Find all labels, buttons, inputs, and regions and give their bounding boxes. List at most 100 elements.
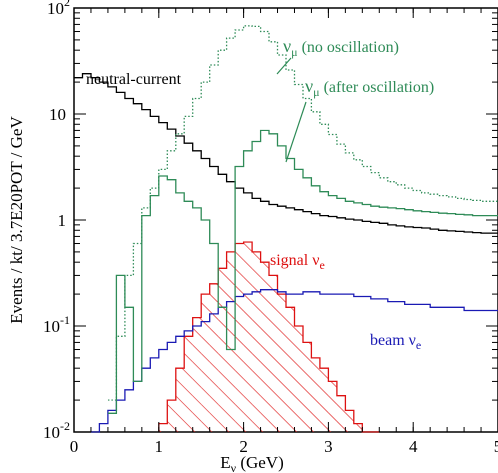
neutral-current-bin	[167, 129, 176, 432]
ann-numu-noosc: νμ (no oscillation)	[283, 36, 399, 59]
no-oscillation-bin	[413, 191, 422, 433]
neutral-current-bin	[91, 78, 100, 432]
beam-e-bin	[159, 350, 168, 433]
signal-e-bin	[243, 242, 253, 432]
signal-e-bin	[235, 243, 244, 432]
after-oscillation-bin	[388, 208, 397, 432]
beam-e-bin	[150, 358, 159, 432]
ann-nc: neutral-current	[86, 71, 182, 88]
no-oscillation-bin	[439, 196, 448, 432]
signal-e-bin	[218, 268, 227, 432]
neutral-current-bin	[150, 116, 159, 432]
signal-e-bin	[277, 294, 286, 432]
neutral-current-bin	[405, 227, 414, 432]
after-oscillation-bin	[142, 216, 151, 432]
no-oscillation-bin	[362, 167, 371, 433]
after-oscillation-bin	[396, 209, 405, 432]
after-oscillation-bin	[439, 213, 448, 432]
beam-e-bin	[456, 307, 465, 432]
signal-e-bin	[319, 368, 329, 432]
signal-e-bin	[294, 326, 303, 432]
after-oscillation-bin	[159, 176, 168, 432]
signal-e-bin	[175, 368, 185, 432]
no-oscillation-bin	[167, 151, 176, 432]
neutral-current-bin	[422, 228, 431, 432]
beam-e-bin	[464, 311, 473, 433]
neutral-current-bin	[430, 229, 439, 432]
beam-e-bin	[447, 307, 456, 432]
after-oscillation-bin	[167, 180, 176, 432]
neutral-current-bin	[125, 99, 133, 433]
no-oscillation-bin	[473, 200, 482, 432]
beam-e-bin	[422, 304, 431, 432]
neutral-current-bin	[354, 220, 363, 432]
neutral-current-series	[74, 74, 498, 432]
ann-numu-osc: νμ (after oscillation)	[305, 76, 434, 99]
neutral-current-bin	[83, 74, 92, 432]
y-tick-label: 10-2	[43, 419, 70, 442]
beam-e-bin	[388, 302, 397, 432]
no-oscillation-bin	[447, 197, 456, 432]
signal-e-bin	[167, 400, 176, 432]
signal-e-bin	[328, 381, 337, 432]
after-oscillation-bin	[473, 216, 482, 432]
no-oscillation-bin	[116, 336, 125, 432]
after-oscillation-bin	[430, 212, 439, 432]
ann-numu-noosc-pointer	[276, 57, 292, 75]
beam-e-bin	[379, 299, 388, 432]
neutral-current-bin	[490, 233, 498, 432]
neutral-current-line	[74, 74, 498, 234]
y-tick-label: 10-1	[43, 313, 70, 336]
signal-e-bin	[345, 410, 354, 432]
after-oscillation-bin	[405, 210, 414, 432]
signal-e-bin	[192, 317, 202, 432]
x-axis-label-sub: ν	[231, 461, 237, 473]
after-oscillation-bin	[464, 215, 473, 432]
x-tick-label: 0	[70, 437, 79, 456]
no-oscillation-bin	[142, 208, 151, 432]
no-oscillation-bin	[345, 153, 354, 432]
neutral-current-bin	[345, 219, 354, 432]
ann-numu-osc-pointer	[285, 101, 307, 163]
signal-e-bin	[209, 283, 219, 432]
after-oscillation-bin	[490, 216, 498, 432]
y-tick-label: 102	[47, 0, 70, 18]
neutral-current-bin	[388, 225, 397, 432]
beam-e-bin	[125, 390, 133, 432]
after-oscillation-bin	[456, 214, 465, 432]
no-oscillation-bin	[422, 193, 431, 432]
signal-e-bin	[353, 423, 363, 432]
neutral-current-bin	[456, 231, 465, 432]
x-tick-label: 4	[409, 437, 418, 456]
y-axis-label: Events / kt/ 3.7E20POT / GeV	[7, 116, 26, 324]
after-oscillation-bin	[481, 216, 490, 432]
signal-e-bin	[201, 294, 210, 432]
signal-e-bin	[269, 275, 278, 432]
no-oscillation-bin	[464, 200, 473, 433]
after-oscillation-bin	[116, 275, 125, 432]
no-oscillation-bin	[108, 400, 117, 432]
x-tick-label: 3	[324, 437, 333, 456]
neutral-current-bin	[362, 221, 371, 432]
neutral-current-bin	[142, 110, 151, 432]
signal-e-bin	[286, 307, 295, 432]
ann-beam: beam νe	[370, 332, 421, 352]
beam-e-bin	[490, 311, 498, 433]
neutral-current-bin	[473, 233, 482, 432]
neutral-current-bin	[413, 228, 422, 433]
x-axis-label-main: E	[220, 453, 230, 472]
signal-e-bin	[311, 357, 320, 432]
signal-e-bin	[158, 423, 168, 432]
signal-e-bin	[336, 395, 346, 432]
beam-e-bin	[142, 368, 151, 432]
neutral-current-bin	[464, 232, 473, 432]
beam-e-bin	[371, 299, 380, 432]
signal-e-bin	[226, 251, 236, 432]
beam-e-bin	[133, 381, 142, 432]
neutral-current-bin	[439, 230, 448, 432]
no-oscillation-bin	[396, 185, 405, 432]
neutral-current-bin	[396, 226, 405, 432]
no-oscillation-bin	[125, 275, 133, 432]
signal-e-bin	[252, 251, 261, 432]
